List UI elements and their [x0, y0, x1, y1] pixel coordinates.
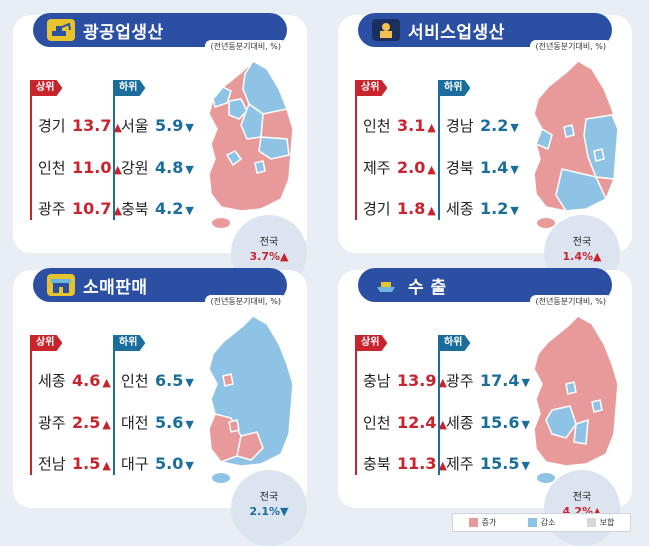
worker-icon [372, 19, 400, 41]
up-arrow-icon: ▲ [113, 121, 122, 134]
list-item: 경기 13.7 ▲ [38, 116, 122, 135]
panel-services: 서비스업생산 (전년동분기대비, %) 상위 인천 3.1 ▲ 제주 2.0 ▲ 경기 1… [338, 13, 632, 291]
panel-mining-manufacturing: 광공업생산 (전년동분기대비, %) 상위 경기 13.7 ▲ 인천 11.0 ▲ 광주… [13, 13, 307, 291]
panel-title: 수 출 [408, 277, 447, 298]
list-item: 제주 2.0 ▲ [363, 158, 436, 177]
up-arrow-icon: ▲ [113, 204, 122, 217]
panel-title: 광공업생산 [83, 22, 164, 43]
down-arrow-icon: ▼ [510, 121, 519, 134]
down-arrow-icon: ▼ [510, 204, 519, 217]
list-item: 대전 5.6 ▼ [121, 413, 194, 432]
list-item: 인천 11.0 ▲ [38, 158, 122, 177]
upper-tag: 상위 [355, 335, 388, 351]
up-arrow-icon: ▲ [102, 418, 111, 431]
down-arrow-icon: ▼ [185, 204, 194, 217]
upper-tag: 상위 [30, 80, 63, 96]
up-arrow-icon: ▲ [427, 163, 436, 176]
list-item: 제주 15.5 ▼ [446, 454, 530, 473]
down-arrow-icon: ▼ [185, 121, 194, 134]
national-badge: 전국 2.1%▼ [231, 470, 307, 546]
unit-label: (전년동분기대비, %) [204, 295, 287, 308]
legend-mixed: 보합 [586, 517, 614, 528]
up-arrow-icon: ▲ [593, 250, 602, 263]
panel-exports: 수 출 (전년동분기대비, %) 상위 충남 13.9 ▲ 인천 12.4 ▲ 충북 11… [338, 268, 632, 546]
list-item: 대구 5.0 ▼ [121, 454, 194, 473]
list-item: 광주 17.4 ▼ [446, 371, 530, 390]
unit-label: (전년동분기대비, %) [529, 40, 612, 53]
down-arrow-icon: ▼ [510, 163, 519, 176]
down-arrow-icon: ▼ [521, 418, 530, 431]
up-arrow-icon: ▲ [102, 376, 111, 389]
down-arrow-icon: ▼ [280, 505, 289, 518]
upper-tag: 상위 [355, 80, 388, 96]
list-item: 세종 15.6 ▼ [446, 413, 530, 432]
list-item: 경북 1.4 ▼ [446, 158, 519, 177]
korea-map [208, 59, 294, 228]
list-item: 충북 4.2 ▼ [121, 199, 194, 218]
down-arrow-icon: ▼ [521, 376, 530, 389]
up-arrow-icon: ▲ [427, 204, 436, 217]
list-item: 광주 10.7 ▲ [38, 199, 122, 218]
up-arrow-icon: ▲ [438, 376, 447, 389]
map-legend: 증가 감소 보합 [452, 513, 631, 532]
list-item: 전남 1.5 ▲ [38, 454, 111, 473]
korea-map [533, 315, 619, 483]
list-item: 서울 5.9 ▼ [121, 116, 194, 135]
list-item: 충북 11.3 ▲ [363, 454, 447, 473]
national-badge: 전국 4.2%▲ [544, 470, 620, 546]
shop-icon [47, 274, 75, 296]
list-item: 충남 13.9 ▲ [363, 371, 447, 390]
down-arrow-icon: ▼ [185, 376, 194, 389]
down-arrow-icon: ▼ [185, 163, 194, 176]
panel-retail-sales: 소매판매 (전년동분기대비, %) 상위 세종 4.6 ▲ 광주 2.5 ▲ 전남 1.5… [13, 268, 307, 546]
list-item: 인천 3.1 ▲ [363, 116, 436, 135]
excavator-icon [47, 19, 75, 41]
list-item: 경남 2.2 ▼ [446, 116, 519, 135]
list-item: 강원 4.8 ▼ [121, 158, 194, 177]
list-item: 세종 4.6 ▲ [38, 371, 111, 390]
list-item: 인천 6.5 ▼ [121, 371, 194, 390]
list-item: 인천 12.4 ▲ [363, 413, 447, 432]
list-item: 경기 1.8 ▲ [363, 199, 436, 218]
legend-decrease: 감소 [527, 517, 555, 528]
lower-tag: 하위 [113, 80, 146, 96]
lower-tag: 하위 [438, 80, 471, 96]
legend-increase: 증가 [468, 517, 496, 528]
up-arrow-icon: ▲ [438, 459, 447, 472]
korea-map [208, 315, 294, 483]
unit-label: (전년동분기대비, %) [204, 40, 287, 53]
ship-icon [372, 274, 400, 296]
up-arrow-icon: ▲ [280, 250, 289, 263]
up-arrow-icon: ▲ [593, 505, 602, 518]
up-arrow-icon: ▲ [102, 459, 111, 472]
up-arrow-icon: ▲ [113, 163, 122, 176]
down-arrow-icon: ▼ [185, 459, 194, 472]
panel-header: 광공업생산 [33, 13, 287, 47]
down-arrow-icon: ▼ [521, 459, 530, 472]
down-arrow-icon: ▼ [185, 418, 194, 431]
lower-tag: 하위 [113, 335, 146, 351]
list-item: 세종 1.2 ▼ [446, 199, 519, 218]
panel-title: 소매판매 [83, 277, 148, 298]
list-item: 광주 2.5 ▲ [38, 413, 111, 432]
unit-label: (전년동분기대비, %) [529, 295, 612, 308]
up-arrow-icon: ▲ [427, 121, 436, 134]
lower-tag: 하위 [438, 335, 471, 351]
upper-tag: 상위 [30, 335, 63, 351]
up-arrow-icon: ▲ [438, 418, 447, 431]
panel-title: 서비스업생산 [408, 22, 505, 43]
korea-map [533, 60, 619, 228]
